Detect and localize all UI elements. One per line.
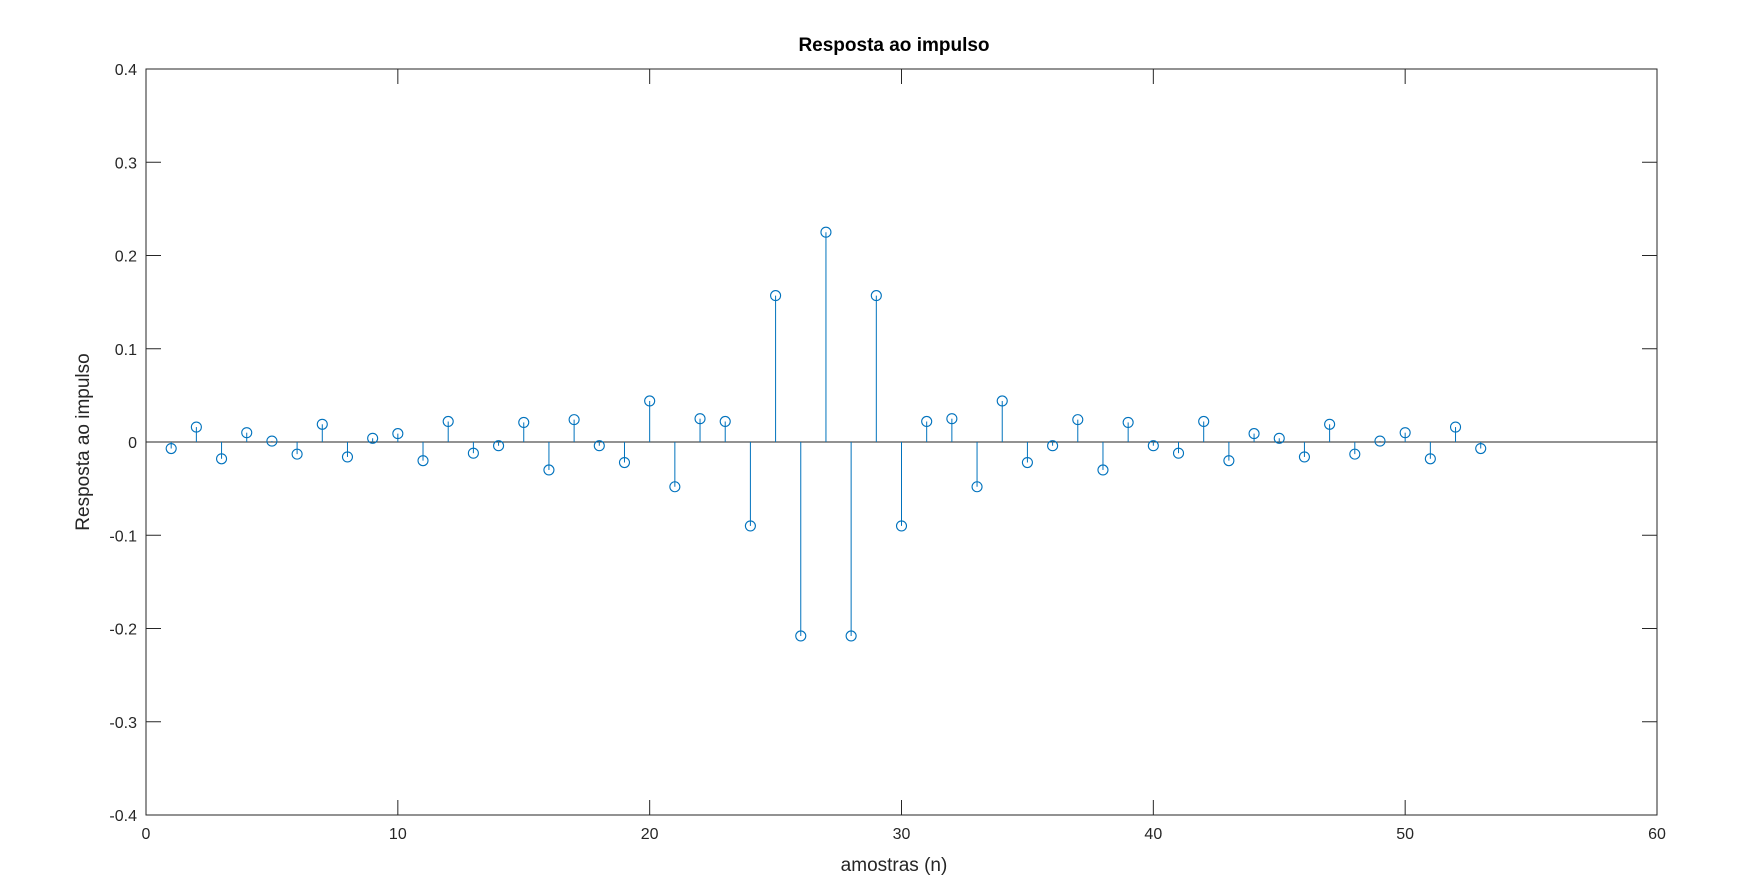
stem-marker: [367, 432, 379, 444]
y-tick-label: 0.4: [115, 62, 137, 79]
y-tick-label: 0: [128, 435, 137, 452]
x-tick-label: 40: [1144, 826, 1162, 843]
stem-marker: [1223, 455, 1235, 467]
stem-marker: [795, 630, 807, 642]
stem-marker: [946, 413, 958, 425]
x-tick-label: 60: [1648, 826, 1666, 843]
stem-marker: [1475, 442, 1487, 455]
stem-marker: [1324, 418, 1336, 430]
stem-marker: [669, 481, 681, 493]
stem-marker: [770, 290, 782, 302]
stem-marker: [618, 456, 631, 469]
stem-marker: [971, 481, 983, 493]
stem-marker: [744, 520, 756, 532]
stem-marker: [190, 421, 202, 433]
y-tick-label: -0.3: [109, 715, 137, 732]
x-tick-label: 0: [142, 826, 151, 843]
stem-marker: [266, 435, 278, 447]
stem-marker: [1349, 448, 1361, 460]
stem-marker: [467, 447, 479, 459]
stem-marker: [1172, 447, 1185, 459]
stem-marker: [1399, 427, 1411, 439]
stem-marker: [216, 453, 228, 465]
stem-marker: [543, 464, 555, 476]
stem-marker: [870, 290, 882, 302]
stem-marker: [568, 414, 580, 426]
tick-labels: 0 10 20 30 40 50 60 -0.4 -0.3 -0.2 -0.1 0 0.1 0.2 0.3 0…: [109, 62, 1666, 843]
y-tick-label: -0.1: [109, 528, 137, 545]
stem-marker: [820, 226, 832, 238]
stem-marker: [895, 520, 908, 532]
stem-marker: [1072, 414, 1084, 426]
stem-marker: [291, 448, 303, 460]
y-axis-label: Resposta ao impulso: [73, 353, 94, 530]
stem-marker: [845, 630, 857, 642]
stem-marker: [719, 415, 731, 428]
stem-marker: [1449, 421, 1462, 433]
stem-marker: [1147, 440, 1159, 452]
stem-marker: [1047, 440, 1059, 452]
stem-marker: [1198, 415, 1210, 428]
stem-marker: [1097, 464, 1109, 476]
stem-series: [165, 226, 1487, 642]
y-tick-label: 0.3: [115, 155, 137, 172]
y-tick-label: 0.1: [115, 342, 137, 359]
stem-marker: [392, 428, 404, 440]
stem-marker: [1424, 453, 1436, 465]
stem-marker: [644, 395, 656, 407]
stem-marker: [341, 451, 354, 463]
y-tick-label: -0.2: [109, 622, 137, 639]
stem-marker: [1273, 432, 1285, 444]
stem-marker: [921, 415, 933, 428]
stem-marker: [493, 440, 505, 452]
x-axis-label: amostras (n): [841, 855, 948, 876]
chart-title: Resposta ao impulso: [798, 35, 989, 56]
x-tick-label: 30: [893, 826, 911, 843]
stem-marker: [417, 455, 429, 467]
stem-marker: [996, 395, 1008, 407]
y-tick-label: -0.4: [109, 808, 137, 825]
stem-marker: [316, 418, 328, 430]
stem-marker: [1248, 428, 1260, 440]
stem-marker: [165, 442, 177, 455]
x-tick-label: 50: [1396, 826, 1414, 843]
stem-marker: [518, 416, 530, 428]
stem-marker: [1021, 456, 1033, 469]
x-tick-label: 10: [389, 826, 407, 843]
stem-marker: [694, 413, 706, 425]
x-tick-label: 20: [641, 826, 659, 843]
stem-marker: [1374, 435, 1386, 447]
y-tick-label: 0.2: [115, 249, 137, 266]
stem-marker: [1298, 451, 1310, 463]
stem-marker: [593, 440, 605, 452]
stem-marker: [442, 415, 454, 428]
stem-marker: [241, 427, 253, 439]
stem-marker: [1122, 416, 1134, 428]
axis-ticks: [145, 68, 1658, 816]
